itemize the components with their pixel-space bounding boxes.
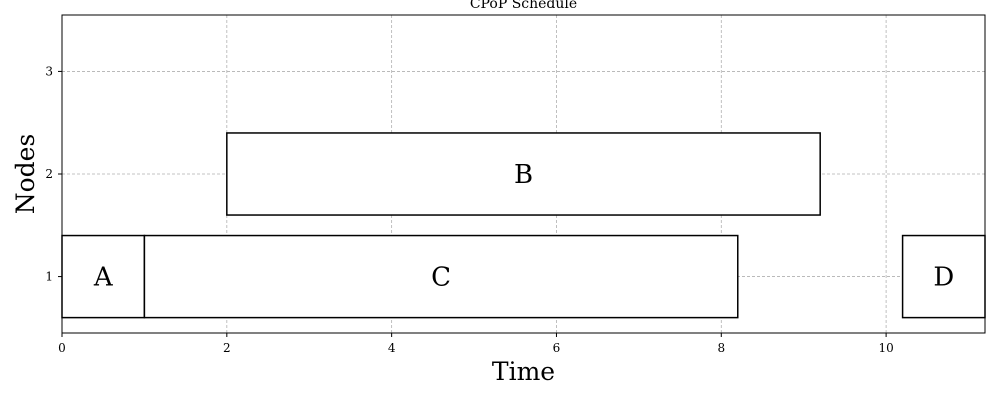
x-tick-label: 2 [223, 341, 231, 355]
task-label-b: B [514, 160, 533, 190]
y-tick-label: 3 [45, 64, 53, 78]
x-tick-label: 4 [388, 341, 396, 355]
task-label-c: C [431, 263, 451, 293]
task-bar-c [143, 234, 739, 319]
task-bars: A C B D [61, 132, 986, 319]
x-axis-ticks: 0 2 4 6 8 10 [58, 333, 894, 355]
task-bar-b [226, 132, 821, 216]
y-axis-ticks: 1 2 3 [45, 64, 62, 284]
x-tick-label: 0 [58, 341, 66, 355]
chart-title: CPoP Schedule [470, 0, 577, 12]
task-label-d: D [933, 263, 954, 293]
x-tick-label: 8 [717, 341, 725, 355]
x-tick-label: 10 [878, 341, 893, 355]
y-axis-label: Nodes [11, 134, 40, 215]
y-tick-label: 2 [45, 167, 53, 181]
x-tick-label: 6 [553, 341, 561, 355]
task-label-a: A [93, 263, 114, 293]
task-bar-a [61, 234, 146, 319]
x-axis-label: Time [492, 357, 555, 386]
y-tick-label: 1 [45, 270, 53, 284]
